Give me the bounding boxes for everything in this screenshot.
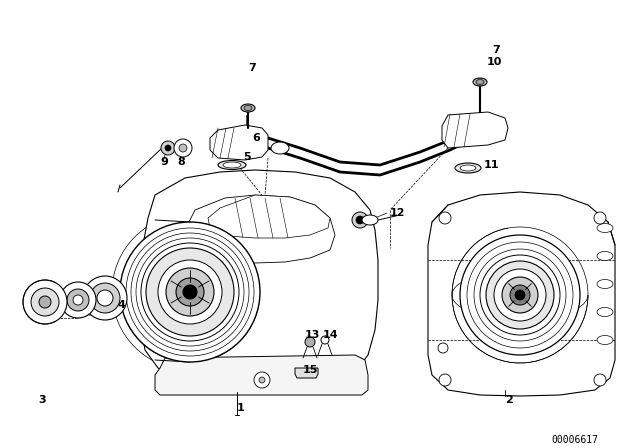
Text: 2: 2 bbox=[505, 395, 513, 405]
Circle shape bbox=[439, 212, 451, 224]
Polygon shape bbox=[210, 125, 268, 160]
Ellipse shape bbox=[597, 224, 613, 233]
Polygon shape bbox=[442, 112, 508, 148]
Circle shape bbox=[594, 212, 606, 224]
Ellipse shape bbox=[223, 162, 241, 168]
Circle shape bbox=[510, 285, 530, 305]
Text: 8: 8 bbox=[177, 157, 185, 167]
Circle shape bbox=[39, 296, 51, 308]
Text: 3: 3 bbox=[38, 395, 45, 405]
Text: 15: 15 bbox=[303, 365, 318, 375]
Text: 9: 9 bbox=[160, 157, 168, 167]
Circle shape bbox=[486, 261, 554, 329]
Ellipse shape bbox=[362, 215, 378, 225]
Circle shape bbox=[120, 222, 260, 362]
Polygon shape bbox=[186, 195, 335, 263]
Circle shape bbox=[439, 374, 451, 386]
Circle shape bbox=[494, 269, 546, 321]
Text: 11: 11 bbox=[484, 160, 499, 170]
Polygon shape bbox=[295, 368, 318, 378]
Ellipse shape bbox=[460, 165, 476, 171]
Text: 14: 14 bbox=[323, 330, 339, 340]
Circle shape bbox=[174, 139, 192, 157]
Circle shape bbox=[73, 295, 83, 305]
Ellipse shape bbox=[597, 251, 613, 260]
Circle shape bbox=[165, 145, 171, 151]
Ellipse shape bbox=[244, 105, 252, 111]
Circle shape bbox=[158, 260, 222, 324]
Text: 7: 7 bbox=[248, 63, 256, 73]
Text: 00006617: 00006617 bbox=[552, 435, 598, 445]
Ellipse shape bbox=[597, 280, 613, 289]
Circle shape bbox=[438, 343, 448, 353]
Circle shape bbox=[515, 290, 525, 300]
Text: 4: 4 bbox=[118, 300, 126, 310]
Circle shape bbox=[254, 372, 270, 388]
Circle shape bbox=[166, 268, 214, 316]
Text: 7: 7 bbox=[492, 45, 500, 55]
Circle shape bbox=[176, 278, 204, 306]
Circle shape bbox=[356, 216, 364, 224]
Circle shape bbox=[31, 288, 59, 316]
Ellipse shape bbox=[271, 142, 289, 154]
Text: 12: 12 bbox=[390, 208, 406, 218]
Circle shape bbox=[146, 248, 234, 336]
Circle shape bbox=[161, 141, 175, 155]
Ellipse shape bbox=[597, 336, 613, 345]
Polygon shape bbox=[428, 192, 615, 396]
Text: 1: 1 bbox=[237, 403, 244, 413]
Ellipse shape bbox=[241, 104, 255, 112]
Circle shape bbox=[352, 212, 368, 228]
Circle shape bbox=[259, 377, 265, 383]
Polygon shape bbox=[140, 170, 378, 388]
Circle shape bbox=[460, 235, 580, 355]
Circle shape bbox=[502, 277, 538, 313]
Circle shape bbox=[90, 283, 120, 313]
Circle shape bbox=[83, 276, 127, 320]
Circle shape bbox=[183, 285, 197, 299]
Ellipse shape bbox=[473, 78, 487, 86]
Circle shape bbox=[60, 282, 96, 318]
Ellipse shape bbox=[218, 160, 246, 169]
Ellipse shape bbox=[476, 79, 484, 85]
Circle shape bbox=[23, 280, 67, 324]
Ellipse shape bbox=[597, 307, 613, 316]
Circle shape bbox=[594, 374, 606, 386]
Text: 5: 5 bbox=[243, 152, 251, 162]
Circle shape bbox=[67, 289, 89, 311]
Ellipse shape bbox=[455, 163, 481, 173]
Circle shape bbox=[97, 290, 113, 306]
Circle shape bbox=[321, 336, 329, 344]
Polygon shape bbox=[155, 355, 368, 395]
Circle shape bbox=[305, 337, 315, 347]
Text: 6: 6 bbox=[252, 133, 260, 143]
Text: 13: 13 bbox=[305, 330, 321, 340]
Circle shape bbox=[179, 144, 187, 152]
Text: 10: 10 bbox=[487, 57, 502, 67]
Polygon shape bbox=[208, 195, 330, 238]
